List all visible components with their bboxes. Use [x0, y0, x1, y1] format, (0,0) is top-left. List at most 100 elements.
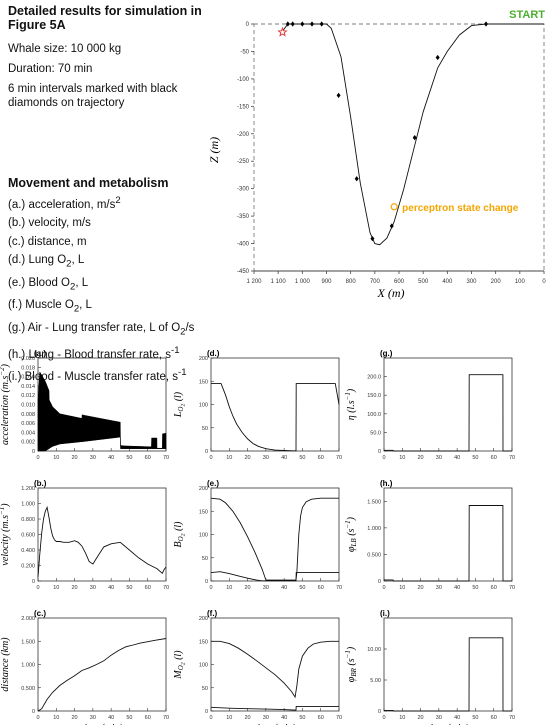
panel-i: (i.) 0 10 20 30 40 50 60 70 0 5.00 10.00 φBR (s−1) ti…: [344, 609, 515, 725]
series-line: [211, 383, 340, 452]
series-line: [384, 374, 512, 452]
y-tick-label: 1.000: [21, 502, 35, 508]
movement-item: (f.) Muscle O2, L: [8, 299, 92, 315]
x-tick-label: 10: [399, 585, 405, 591]
x-tick-label: 30: [436, 585, 442, 591]
panel-frame: [37, 617, 167, 712]
movement-item: (c.) distance, m: [8, 235, 87, 248]
interval-diamond: [336, 92, 341, 98]
x-tick-label: 30: [436, 715, 442, 721]
figure-title-line2: Figure 5A: [8, 18, 66, 32]
intervals-note: 6 min intervals marked with black diamon…: [8, 82, 208, 110]
description-panel: Detailed results for simulation in Figur…: [8, 4, 208, 386]
x-tick-label: 60: [491, 585, 497, 591]
x-tick-label: 70: [336, 715, 342, 721]
y-axis-label: φLB (s−1): [344, 516, 358, 552]
y-axis-label: LO2 (l): [173, 391, 187, 418]
x-tick-label: 60: [145, 585, 151, 591]
x-tick-label: 0: [382, 455, 385, 461]
x-tick-label: 20: [245, 455, 251, 461]
x-tick-label: 40: [281, 715, 287, 721]
y-tick-label: 10.00: [367, 647, 381, 653]
x-tick-label: 60: [145, 455, 151, 461]
panel-label: (f.): [207, 609, 218, 618]
interval-diamond: [319, 21, 324, 27]
x-tick-label: 70: [336, 585, 342, 591]
panel-label: (c.): [34, 609, 46, 618]
x-tick-label: 1 100: [271, 279, 287, 285]
y-tick-label: 150: [199, 509, 208, 515]
panel-g: (g.) 0 10 20 30 40 50 60 70 0 50.0 100.0 150.0 200.0 η…: [344, 349, 515, 461]
movement-title: Movement and metabolism: [8, 176, 169, 190]
y-tick-label: 5.00: [370, 678, 381, 684]
movement-item: (d.) Lung O2, L: [8, 254, 85, 270]
x-tick-label: 20: [72, 455, 78, 461]
y-tick-label: 0: [246, 22, 250, 28]
x-tick-label: 70: [163, 585, 169, 591]
x-tick-label: 0: [382, 715, 385, 721]
interval-diamond: [370, 236, 375, 242]
x-tick-label: 40: [454, 585, 460, 591]
x-tick-label: 20: [418, 585, 424, 591]
panel-label: (g.): [380, 349, 393, 358]
series-line: [210, 571, 339, 582]
x-tick-label: 50: [299, 455, 305, 461]
x-tick-label: 70: [509, 715, 515, 721]
panel-label: (e.): [207, 479, 219, 488]
y-tick-label: 1.500: [367, 499, 381, 505]
x-axis-label: X (m): [377, 286, 405, 300]
x-tick-label: 0: [36, 455, 39, 461]
y-tick-label: 50.0: [370, 430, 381, 436]
y-tick-label: -200: [237, 132, 250, 138]
y-tick-label: 100: [199, 663, 208, 669]
y-tick-label: 150: [199, 379, 208, 385]
y-axis-label: distance (km): [0, 637, 11, 692]
x-tick-label: 0: [36, 715, 39, 721]
movement-item: (i.) Blood - Muscle transfer rate, s-1: [8, 367, 187, 383]
y-tick-label: 0: [378, 579, 381, 585]
interval-diamond: [310, 21, 314, 27]
whale-size: Whale size: 10 000 kg: [8, 43, 122, 55]
x-tick-label: 60: [491, 715, 497, 721]
movement-item: (b.) velocity, m/s: [8, 217, 91, 230]
y-tick-label: 50: [202, 556, 208, 562]
panel-frame: [383, 487, 513, 582]
y-tick-label: 50: [202, 686, 208, 692]
x-tick-label: 50: [472, 455, 478, 461]
y-tick-label: 100.0: [367, 412, 381, 418]
x-tick-label: 30: [263, 585, 269, 591]
panel-label: (i.): [380, 609, 390, 618]
x-tick-label: 100: [515, 279, 526, 285]
y-axis-label: BO2 (l): [173, 521, 187, 548]
y-tick-label: 0: [32, 449, 35, 455]
intervals-line2: diamonds on trajectory: [8, 97, 125, 109]
series-line: [384, 637, 512, 712]
x-tick-label: 900: [321, 279, 332, 285]
panel-frame: [383, 617, 513, 712]
x-tick-label: 0: [209, 715, 212, 721]
y-tick-label: -400: [237, 242, 250, 248]
x-tick-label: 70: [163, 715, 169, 721]
interval-diamond: [285, 21, 290, 27]
x-tick-label: 50: [472, 585, 478, 591]
y-tick-label: 0.500: [367, 552, 381, 558]
interval-diamond: [412, 135, 417, 141]
y-tick-label: -100: [237, 77, 250, 83]
y-tick-label: 200.0: [367, 375, 381, 381]
y-tick-label: 0: [205, 449, 208, 455]
x-tick-label: 20: [245, 585, 251, 591]
y-tick-label: 0.004: [21, 430, 35, 436]
x-tick-label: 0: [542, 279, 546, 285]
acceleration-band: [37, 371, 167, 452]
x-tick-label: 60: [491, 455, 497, 461]
y-tick-label: 200: [199, 356, 208, 362]
interval-diamond: [435, 54, 440, 61]
movement-item: (e.) Blood O2, L: [8, 276, 89, 293]
series-line: [37, 638, 167, 712]
x-tick-label: 70: [336, 455, 342, 461]
interval-diamond: [484, 21, 488, 27]
interval-diamond: [300, 21, 305, 27]
series-line: [210, 497, 339, 581]
y-tick-label: 0.002: [21, 440, 35, 446]
y-tick-label: 0: [205, 579, 208, 585]
